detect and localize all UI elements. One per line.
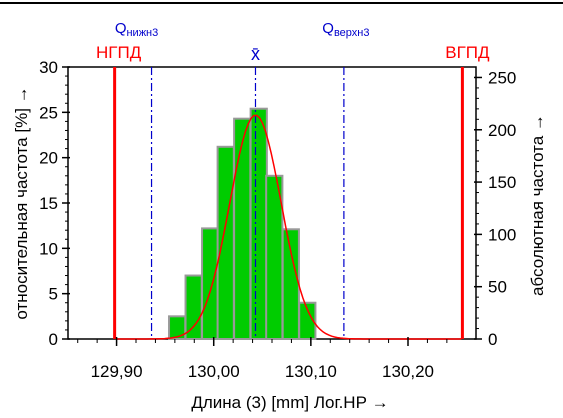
right-tick-label: 0 bbox=[488, 330, 497, 349]
y-right-axis-title: абсолютная частота → bbox=[528, 114, 547, 296]
left-tick-label: 20 bbox=[39, 149, 58, 168]
right-tick-label: 250 bbox=[488, 68, 516, 87]
right-tick-label: 50 bbox=[488, 278, 507, 297]
left-tick-label: 30 bbox=[39, 58, 58, 77]
x-tick-label: 129,90 bbox=[91, 362, 143, 381]
right-y-axis: 0 50 100 150 200 250 bbox=[474, 68, 516, 349]
mean-label: x̄ bbox=[251, 44, 260, 64]
left-tick-label: 15 bbox=[39, 194, 58, 213]
reference-lines bbox=[113, 67, 464, 339]
histogram-bars bbox=[168, 107, 317, 341]
x-tick-label: 130,00 bbox=[188, 362, 240, 381]
left-tick-label: 10 bbox=[39, 239, 58, 258]
left-tick-label: 5 bbox=[49, 285, 58, 304]
histogram-bar bbox=[298, 301, 317, 341]
lower-spec-label: НГПД bbox=[96, 43, 142, 62]
histogram-bar bbox=[201, 227, 220, 341]
x-axis-title: Длина (3) [mm] Лог.НР → bbox=[191, 393, 388, 412]
lower-quantile-label: Qнижн3 bbox=[115, 20, 158, 39]
reference-labels: НГПД Qнижн3 x̄ Qверхн3 ВГПД bbox=[96, 20, 490, 64]
x-axis: 129,90 130,00 130,10 130,20 bbox=[77, 337, 448, 381]
y-left-axis-title: относительная частота [%] → bbox=[12, 86, 31, 319]
histogram-bar bbox=[249, 107, 268, 340]
histogram-bar bbox=[184, 274, 203, 340]
left-tick-label: 0 bbox=[49, 330, 58, 349]
x-tick-label: 130,10 bbox=[285, 362, 337, 381]
right-tick-label: 100 bbox=[488, 225, 516, 244]
left-tick-label: 25 bbox=[39, 103, 58, 122]
left-y-axis: 0 5 10 15 20 25 30 bbox=[39, 58, 70, 349]
upper-quantile-label: Qверхн3 bbox=[322, 20, 369, 39]
right-tick-label: 150 bbox=[488, 173, 516, 192]
histogram-bar bbox=[216, 145, 235, 340]
normal-curve bbox=[115, 114, 462, 340]
histogram-bar bbox=[281, 228, 300, 340]
histogram-bar bbox=[233, 117, 252, 341]
right-tick-label: 200 bbox=[488, 121, 516, 140]
x-tick-label: 130,20 bbox=[382, 362, 434, 381]
upper-spec-label: ВГПД bbox=[445, 43, 490, 62]
histogram-bar bbox=[168, 315, 187, 341]
